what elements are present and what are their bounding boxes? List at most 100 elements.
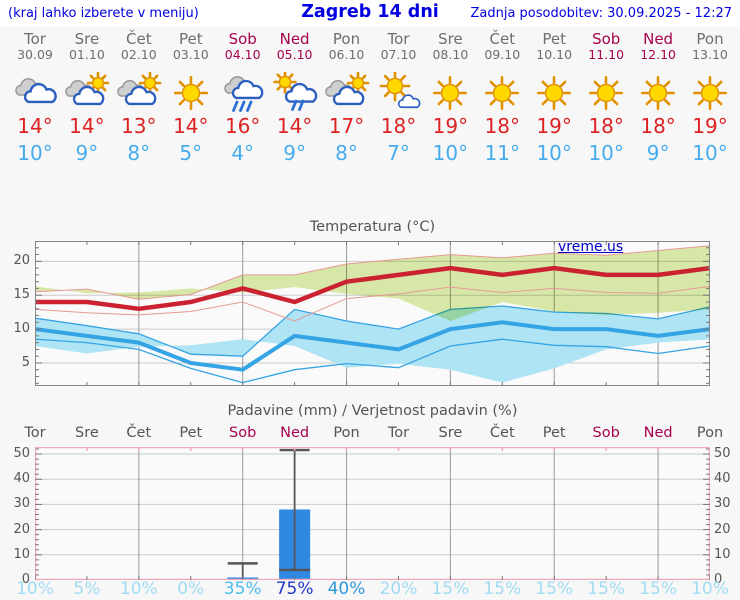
precip-probability: 15% [587,579,626,599]
day-name: Pet [542,30,566,48]
sunny-icon [641,76,676,111]
y-axis-tick-label: 30 [13,496,30,511]
temp-min: 4° [231,141,255,165]
temp-min: 5° [179,141,203,165]
precip-day-label: Pet [542,425,566,441]
day-name: Ned [279,30,310,48]
weather-icon-cell [269,72,321,114]
day-column: Pon 13.10 [684,31,736,62]
precip-day-label: Pet [179,425,203,441]
weather-icon-cell [217,72,269,114]
y-axis-tick-label: 50 [13,446,30,461]
precip-day-label: Ned [280,425,310,441]
day-name: Pon [332,30,361,48]
temp-min: 8° [127,141,151,165]
temp-max: 14° [173,114,209,138]
temp-max: 16° [224,114,261,138]
precip-probability: 10% [16,579,54,599]
weather-icon-cell [113,72,165,114]
sun-small-cloud-icon [379,72,420,109]
y-axis-tick-label: 20 [13,522,30,537]
sun-shape [379,72,410,102]
y-axis-tick-label: 40 [714,471,731,486]
day-column: Pon 06.10 [321,31,373,62]
temp-max: 13° [121,114,157,138]
y-axis-tick-label: 10 [13,547,30,562]
min-temp-line [35,320,710,372]
day-name: Sre [74,30,100,48]
temp-max: 18° [484,114,521,138]
precip-day-label: Ned [643,425,673,441]
temp-max: 19° [432,114,469,138]
precip-day-label: Sre [75,425,99,441]
cloudy-icon [15,78,57,104]
day-date: 11.10 [588,47,625,62]
temp-min: 8° [335,141,358,165]
y-axis-tick-label: 5 [21,355,30,370]
y-axis-tick-label: 50 [714,446,731,461]
day-name: Pon [696,30,724,48]
precip-day-label: Pon [333,425,360,441]
y-axis-tick-label: 10 [13,321,30,336]
precip-probability: 15% [535,579,574,599]
sun-shape [693,76,728,111]
day-date: 30.09 [17,47,53,62]
temp-max: 14° [69,114,105,138]
day-date: 07.10 [380,47,417,62]
precip-probability: 40% [327,579,366,599]
day-column: Sre 08.10 [424,31,476,62]
day-name: Tor [387,30,410,48]
page-title: Zagreb 14 dni [301,2,439,22]
y-axis-tick-label: 0 [714,572,723,587]
sun-shape [589,76,624,111]
weather-icon-cell [61,72,113,114]
precip-probability: 5% [73,579,101,599]
temp-max: 14° [276,114,313,138]
temp-min: 7° [387,141,410,165]
sun-cloud-icon [324,72,369,106]
day-name: Sre [438,30,463,48]
day-date: 01.10 [68,47,105,62]
sun-shape [272,72,297,94]
last-updated: Zadnja posodobitev: 30.09.2025 - 12:27 [470,6,732,21]
sun-cloud-icon [116,72,162,106]
y-axis-tick-label: 40 [13,471,30,486]
day-date: 03.10 [172,47,209,62]
day-name: Tor [24,30,46,48]
temp-min: 10° [692,141,728,165]
temp-max: 17° [328,114,365,138]
weather-icon-cell [580,72,632,114]
y-axis-tick-label: 15 [13,287,30,302]
precip-probability: 35% [223,579,262,599]
day-date: 09.10 [484,47,521,62]
precip-day-label: Sob [229,425,257,441]
precip-day-label: Tor [387,425,410,441]
weather-icon-cell [321,72,373,114]
precip-probability: 75% [275,579,314,599]
sun-shape [641,76,676,111]
weather-icon-cell [684,72,736,114]
precip-probability: 15% [431,579,470,599]
precip-probability: 20% [379,579,418,599]
sun-shape [138,72,162,95]
temp-max: 19° [692,114,728,138]
sun-shape [485,76,520,111]
precip-probability: 10% [119,579,158,599]
vreme-us-watermark-link[interactable]: vreme.us [558,239,624,255]
precip-day-label: Čet [126,425,152,441]
temperature-chart [35,241,710,386]
temp-min: 9° [283,141,306,165]
day-column: Sre 01.10 [61,31,113,62]
temp-min: 9° [646,141,670,165]
day-date: 12.10 [640,47,676,62]
location-hint: (kraj lahko izberete v meniju) [8,6,199,21]
precip-probability: 15% [483,579,522,599]
sunny-icon [589,76,624,111]
weather-icon-cell [476,72,528,114]
day-column: Čet 09.10 [476,31,528,62]
sunny-icon [537,76,572,111]
temp-min: 10° [536,141,572,165]
day-column: Sob 04.10 [217,31,269,62]
precip-probability: 0% [177,579,205,599]
